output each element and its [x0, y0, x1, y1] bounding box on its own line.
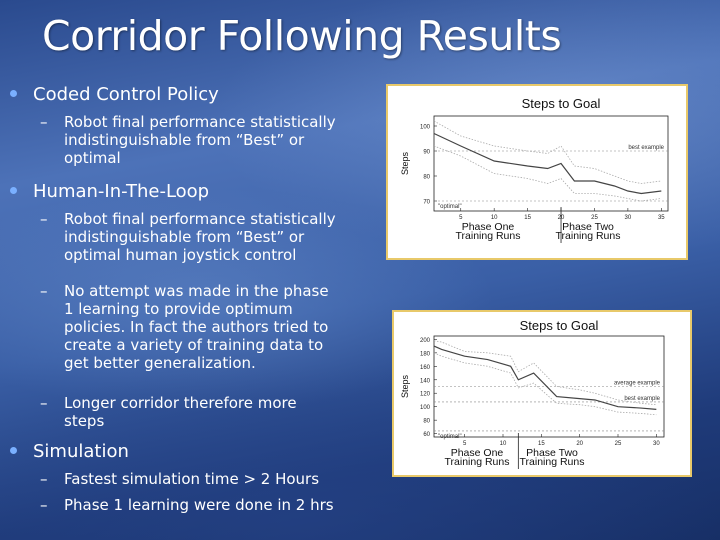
y-axis-label: Steps: [400, 151, 410, 175]
y-tick-label: 70: [423, 200, 430, 206]
annotation-label: best example: [624, 396, 660, 402]
x-tick-label: 20: [576, 441, 583, 447]
series-line-lower: [433, 352, 657, 416]
y-tick-label: 160: [420, 365, 431, 371]
dash-icon: –: [40, 210, 48, 228]
y-axis-label: Steps: [400, 374, 410, 398]
x-tick-label: 15: [538, 441, 545, 447]
bullet-dot-icon: [10, 187, 17, 194]
sub-bullet-line: No attempt was made in the phase: [64, 282, 329, 300]
x-axis-label-line: Phase Two: [562, 221, 614, 233]
series-line-mean: [433, 345, 657, 410]
x-tick-label: 5: [463, 441, 467, 447]
y-tick-label: 200: [420, 338, 431, 344]
chart-figure-2: Steps to Goal 60 80 100 120 140 160 180 200 5 10 15…: [392, 310, 692, 477]
chart-title: Steps to Goal: [522, 96, 601, 111]
series-line-upper: [433, 120, 662, 184]
x-tick-label: 15: [524, 215, 531, 221]
x-tick-label: 10: [491, 215, 498, 221]
x-tick-label: 35: [658, 215, 665, 221]
dash-icon: –: [40, 394, 48, 412]
y-tick-label: 80: [423, 175, 430, 181]
y-tick-label: 120: [420, 392, 431, 398]
x-axis-label-line: Training Runs: [520, 456, 585, 468]
chart-title: Steps to Goal: [520, 318, 599, 333]
sub-bullet-line: create a variety of training data to: [64, 336, 324, 354]
steps-to-goal-chart-1: Steps to Goal7080901005101520253035Steps…: [400, 96, 669, 243]
y-tick-label: 60: [423, 432, 430, 438]
y-tick-label: 90: [423, 150, 430, 156]
y-tick-label: 100: [420, 405, 431, 411]
x-axis-label-line: Training Runs: [445, 456, 510, 468]
bullet-text: Coded Control Policy: [33, 84, 219, 105]
bullet-simulation: Simulation: [10, 441, 129, 462]
sub-bullet: – No attempt was made in the phase 1 lea…: [40, 282, 329, 372]
y-tick-label: 100: [420, 125, 431, 131]
sub-bullet-line: get better generalization.: [64, 354, 256, 372]
bullet-coded-control-policy: Coded Control Policy: [10, 84, 219, 105]
steps-to-goal-chart-2: Steps to Goal 60 80 100 120 140 160 180 200 5 10 15…: [400, 318, 665, 469]
x-axis-label-line: Phase One: [462, 221, 515, 233]
sub-bullet-line: Longer corridor therefore more: [64, 394, 297, 412]
x-tick-label: 25: [591, 215, 598, 221]
x-axis-label-line: Training Runs: [456, 230, 521, 242]
dash-icon: –: [40, 496, 48, 514]
chart-figure-1: Steps to Goal7080901005101520253035Steps…: [386, 84, 688, 260]
sub-bullet-line: Phase 1 learning were done in 2 hrs: [64, 496, 334, 514]
bullet-dot-icon: [10, 447, 17, 454]
annotation-label: average example: [614, 381, 661, 387]
sub-bullet-line: steps: [64, 412, 105, 430]
sub-bullet-line: Robot final performance statistically: [64, 210, 336, 228]
bullet-list: Coded Control Policy – Robot final perfo…: [10, 84, 336, 514]
sub-bullet: – Robot final performance statistically …: [40, 210, 336, 264]
x-axis-label: Phase Two Training Runs: [556, 221, 621, 242]
dash-icon: –: [40, 282, 48, 300]
x-axis-label: Phase Two Training Runs: [520, 447, 585, 468]
y-tick-label: 180: [420, 351, 431, 357]
sub-bullet-line: Robot final performance statistically: [64, 113, 336, 131]
sub-bullet-line: policies. In fact the authors tried to: [64, 318, 329, 336]
x-axis-label: Phase One Training Runs: [456, 221, 521, 242]
dash-icon: –: [40, 113, 48, 131]
x-axis-label-line: Training Runs: [556, 230, 621, 242]
sub-bullet: – Longer corridor therefore more steps: [40, 394, 297, 430]
bullet-text: Human-In-The-Loop: [33, 181, 210, 202]
series-line-mean: [433, 132, 662, 195]
y-tick-label: 140: [420, 378, 431, 384]
dash-icon: –: [40, 470, 48, 488]
x-axis-label: Phase One Training Runs: [445, 447, 510, 468]
annotation-label: best example: [628, 145, 664, 151]
x-tick-label: 30: [653, 441, 660, 447]
sub-bullet: – Fastest simulation time > 2 Hours: [40, 470, 320, 488]
slide-title: Corridor Following Results: [42, 12, 562, 60]
x-tick-label: 5: [459, 215, 463, 221]
series-line-lower: [433, 145, 662, 202]
x-tick-label: 25: [615, 441, 622, 447]
plot-frame: [433, 115, 669, 212]
sub-bullet: – Phase 1 learning were done in 2 hrs: [40, 496, 334, 514]
bullet-text: Simulation: [33, 441, 129, 462]
series-line-upper: [433, 340, 657, 406]
annotation-label: "optimal": [438, 434, 462, 440]
sub-bullet-line: Fastest simulation time > 2 Hours: [64, 470, 320, 488]
sub-bullet: – Robot final performance statistically …: [40, 113, 336, 167]
y-tick-label: 80: [423, 419, 430, 425]
plot-frame: [433, 335, 665, 438]
x-axis-label-line: Phase One: [451, 447, 504, 459]
bullet-dot-icon: [10, 90, 17, 97]
sub-bullet-line: indistinguishable from “Best” or: [64, 228, 305, 246]
sub-bullet-line: optimal: [64, 149, 121, 167]
bullet-human-in-the-loop: Human-In-The-Loop: [10, 181, 210, 202]
sub-bullet-line: 1 learning to provide optimum: [64, 300, 293, 318]
x-tick-label: 30: [625, 215, 632, 221]
annotation-label: "optimal": [438, 204, 462, 210]
x-axis-label-line: Phase Two: [526, 447, 578, 459]
x-tick-label: 10: [500, 441, 507, 447]
sub-bullet-line: indistinguishable from “Best” or: [64, 131, 305, 149]
sub-bullet-line: optimal human joystick control: [64, 246, 297, 264]
